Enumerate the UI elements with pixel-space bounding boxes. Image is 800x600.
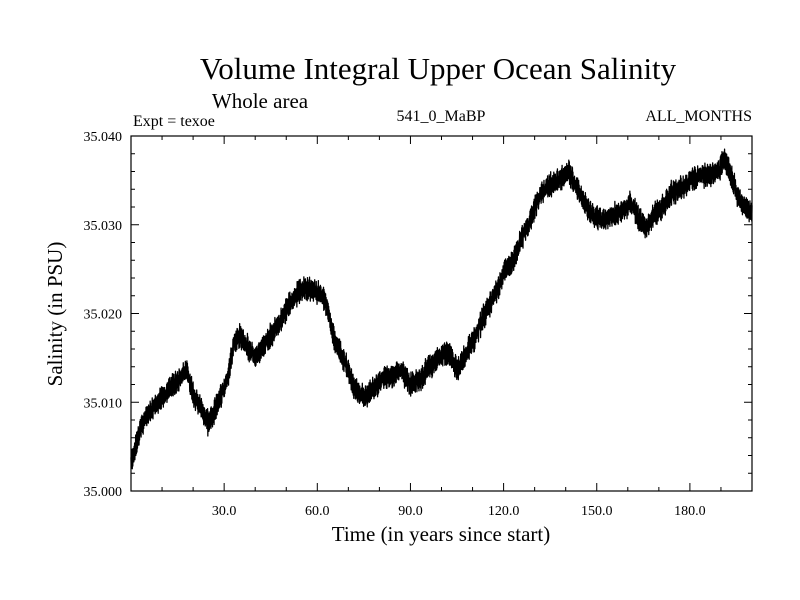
- x-tick-label: 180.0: [674, 504, 706, 519]
- chart-subtitle: Whole area: [212, 89, 309, 113]
- y-tick-label: 35.000: [84, 485, 123, 500]
- x-tick-label: 90.0: [398, 504, 423, 519]
- y-axis-label: Salinity (in PSU): [43, 242, 67, 387]
- y-tick-label: 35.030: [84, 219, 123, 234]
- x-tick-label: 120.0: [488, 504, 520, 519]
- annotation-experiment: Expt = texoe: [133, 113, 215, 130]
- ticks-layer: 30.0 60.0 90.0 120.0 150.0 180.0 35.000 35.010 3…: [84, 130, 752, 519]
- x-tick-label: 60.0: [305, 504, 330, 519]
- x-tick-label: 30.0: [212, 504, 237, 519]
- plot-frame: [130, 135, 753, 492]
- x-tick-label: 150.0: [581, 504, 613, 519]
- y-tick-label: 35.040: [84, 130, 123, 145]
- salinity-series-line: [130, 148, 753, 470]
- chart-title: Volume Integral Upper Ocean Salinity: [200, 51, 677, 86]
- series-layer: [130, 148, 753, 470]
- y-tick-label: 35.010: [84, 396, 123, 411]
- y-tick-label: 35.020: [84, 308, 123, 323]
- annotation-run: 541_0_MaBP: [397, 108, 486, 125]
- x-axis-label: Time (in years since start): [332, 522, 551, 546]
- annotation-months: ALL_MONTHS: [645, 108, 752, 125]
